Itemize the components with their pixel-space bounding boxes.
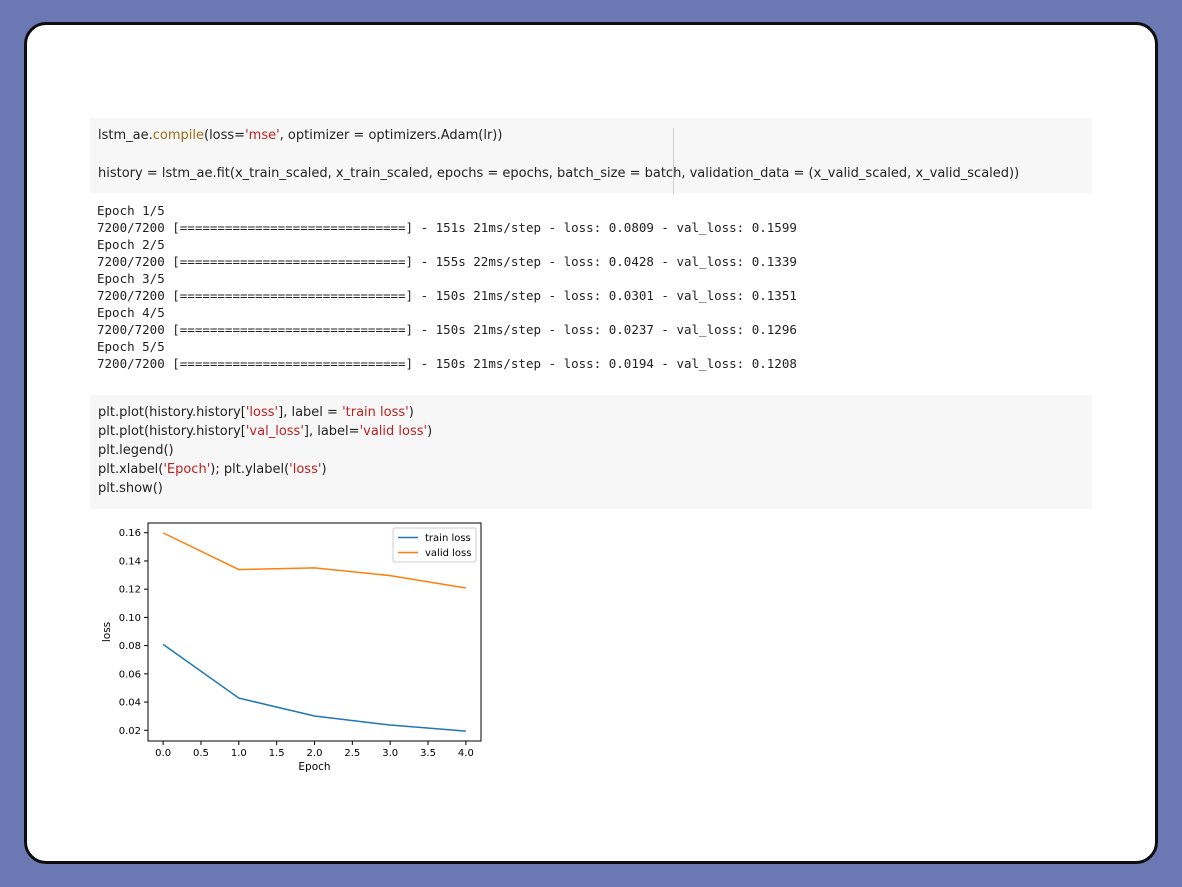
x-tick-label: 2.0 bbox=[307, 748, 323, 759]
code-line-fit: history = lstm_ae.fit(x_train_scaled, x_… bbox=[98, 166, 1020, 181]
epoch-header: Epoch 3/5 bbox=[97, 271, 165, 286]
y-tick-label: 0.12 bbox=[119, 585, 141, 596]
epoch-progress: 7200/7200 [=============================… bbox=[97, 322, 797, 337]
epoch-header: Epoch 5/5 bbox=[97, 339, 165, 354]
y-tick-label: 0.06 bbox=[119, 669, 141, 680]
epoch-progress: 7200/7200 [=============================… bbox=[97, 288, 797, 303]
legend-train-label: train loss bbox=[425, 533, 471, 544]
legend: train loss valid loss bbox=[392, 527, 477, 563]
y-tick-label: 0.10 bbox=[119, 613, 141, 624]
code-line-plot-loss: plt.plot(history.history['loss'], label … bbox=[98, 405, 414, 420]
x-tick-label: 3.5 bbox=[420, 748, 436, 759]
code-cell-plot[interactable]: plt.plot(history.history['loss'], label … bbox=[90, 395, 1092, 509]
y-tick-label: 0.02 bbox=[119, 726, 141, 737]
x-tick-label: 0.5 bbox=[193, 748, 209, 759]
loss-chart: 0.0 0.5 1.0 1.5 2.0 2.5 3.0 3.5 4.0 0.02 0.04 0.06… bbox=[101, 522, 482, 773]
legend-box bbox=[392, 527, 477, 563]
x-tick-label: 2.5 bbox=[344, 748, 360, 759]
epoch-header: Epoch 4/5 bbox=[97, 305, 165, 320]
code-line-labels: plt.xlabel('Epoch'); plt.ylabel('loss') bbox=[98, 462, 327, 477]
code-line-plot-val-loss: plt.plot(history.history['val_loss'], la… bbox=[98, 424, 433, 439]
x-tick-label: 0.0 bbox=[155, 748, 171, 759]
y-tick-label: 0.16 bbox=[119, 528, 141, 539]
y-tick-label: 0.14 bbox=[119, 556, 141, 567]
y-axis-label: loss bbox=[101, 622, 113, 642]
legend-valid-label: valid loss bbox=[425, 548, 471, 559]
code-line-legend: plt.legend() bbox=[98, 443, 174, 458]
y-tick-label: 0.08 bbox=[119, 641, 141, 652]
x-tick-label: 1.0 bbox=[231, 748, 247, 759]
epoch-progress: 7200/7200 [=============================… bbox=[97, 356, 797, 371]
y-tick-label: 0.04 bbox=[119, 698, 141, 709]
code-line-show: plt.show() bbox=[98, 481, 163, 496]
x-tick-label: 4.0 bbox=[458, 748, 474, 759]
x-axis-label: Epoch bbox=[298, 761, 330, 773]
epoch-progress: 7200/7200 [=============================… bbox=[97, 220, 797, 235]
train-loss-line bbox=[162, 643, 466, 732]
cell-divider bbox=[673, 128, 674, 194]
epoch-header: Epoch 2/5 bbox=[97, 237, 165, 252]
code-cell-fit[interactable]: lstm_ae.compile(loss='mse', optimizer = … bbox=[90, 118, 1092, 193]
x-tick-label: 3.0 bbox=[382, 748, 398, 759]
x-tick-label: 1.5 bbox=[269, 748, 285, 759]
epoch-progress: 7200/7200 [=============================… bbox=[97, 254, 797, 269]
code-line-compile: lstm_ae.compile(loss='mse', optimizer = … bbox=[98, 128, 503, 143]
valid-loss-line bbox=[162, 532, 466, 589]
epoch-header: Epoch 1/5 bbox=[97, 203, 165, 218]
